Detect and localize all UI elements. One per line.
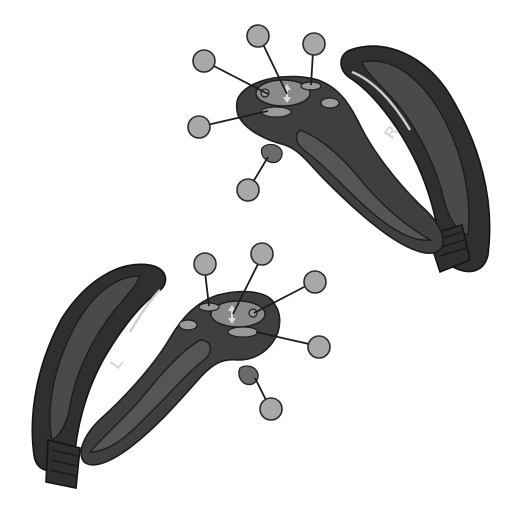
right-controller-trigger	[260, 143, 283, 164]
callout-line	[259, 37, 288, 95]
left-controller-end-cap	[45, 438, 81, 489]
callout-marker	[250, 242, 274, 266]
callout-line	[207, 62, 269, 95]
callout-marker	[246, 24, 270, 48]
callout-marker	[187, 115, 211, 139]
callout-line	[254, 377, 267, 401]
right-callouts	[187, 24, 326, 202]
right-controller-body-shade	[295, 129, 433, 241]
callout-line	[310, 51, 314, 86]
left-controller-strap-inner	[49, 275, 141, 441]
right-controller-strap-highlight	[351, 70, 412, 131]
callout-marker	[192, 49, 216, 73]
callout-line	[204, 271, 210, 307]
left-controller-side-label: L	[107, 354, 127, 372]
right-controller-touchpad	[255, 79, 311, 107]
callout-marker	[193, 252, 217, 276]
left-controller-button-side	[178, 319, 198, 331]
left-controller-body-shade	[88, 339, 211, 453]
left-controller-end-ridges	[49, 449, 79, 477]
left-controller-trigger	[238, 365, 259, 386]
left-controller-button-small	[248, 308, 258, 318]
callout-marker	[259, 397, 283, 421]
callout-marker	[307, 335, 331, 359]
left-thumbstick-arrow-icon	[228, 305, 236, 324]
callout-line	[252, 156, 269, 183]
left-controller: L	[31, 242, 331, 489]
callout-line	[206, 110, 269, 126]
callout-line	[255, 331, 310, 345]
callout-marker	[236, 178, 260, 202]
left-controller-strap-highlight	[128, 289, 161, 333]
right-controller: R	[187, 24, 491, 274]
left-controller-button-oval	[227, 326, 259, 338]
callout-line	[253, 285, 307, 314]
left-callouts	[193, 242, 331, 421]
right-controller-button-side	[320, 97, 340, 109]
callout-marker	[302, 32, 326, 56]
callout-line	[232, 261, 260, 315]
callout-marker	[303, 270, 327, 294]
